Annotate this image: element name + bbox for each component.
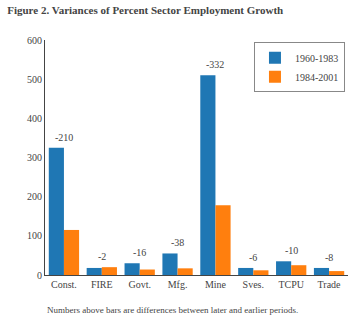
svg-text:1960-1983: 1960-1983 (295, 53, 338, 64)
svg-text:1984-2001: 1984-2001 (295, 72, 338, 83)
svg-text:Figure 2. Variances of Percent: Figure 2. Variances of Percent Sector Em… (7, 4, 283, 16)
svg-text:-10: -10 (285, 245, 298, 256)
svg-text:300: 300 (27, 152, 42, 163)
svg-text:600: 600 (27, 35, 42, 46)
svg-text:-38: -38 (171, 237, 184, 248)
svg-text:Mine: Mine (205, 279, 227, 290)
svg-text:400: 400 (27, 113, 42, 124)
svg-text:Sves.: Sves. (243, 279, 264, 290)
svg-text:-16: -16 (133, 247, 146, 258)
svg-text:Govt.: Govt. (128, 279, 151, 290)
svg-text:200: 200 (27, 191, 42, 202)
svg-text:Const.: Const. (51, 279, 77, 290)
svg-text:Mfg.: Mfg. (168, 279, 188, 290)
svg-text:-210: -210 (55, 132, 73, 143)
svg-text:100: 100 (27, 230, 42, 241)
svg-text:TCPU: TCPU (278, 279, 304, 290)
svg-text:-8: -8 (325, 252, 333, 263)
svg-text:FIRE: FIRE (91, 279, 113, 290)
svg-text:-332: -332 (206, 59, 224, 70)
svg-text:-6: -6 (249, 252, 257, 263)
svg-text:-2: -2 (98, 251, 106, 262)
svg-text:Trade: Trade (318, 279, 342, 290)
svg-text:Numbers above bars are differe: Numbers above bars are differences betwe… (47, 305, 298, 315)
svg-text:0: 0 (37, 270, 42, 281)
svg-text:500: 500 (27, 74, 42, 85)
